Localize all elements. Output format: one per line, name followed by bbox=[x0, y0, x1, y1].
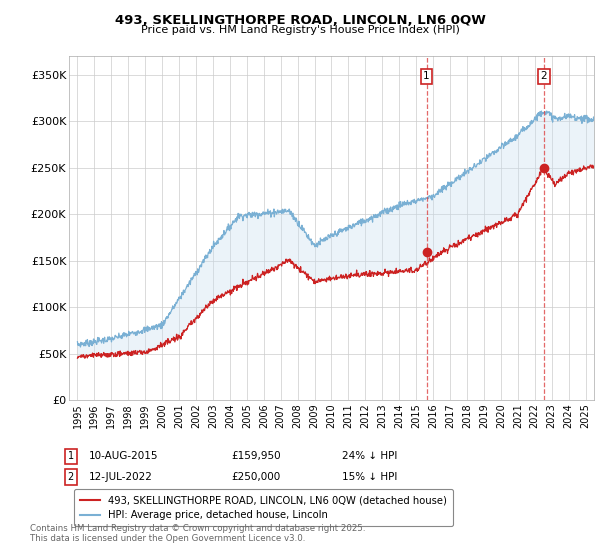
Text: 10-AUG-2015: 10-AUG-2015 bbox=[89, 451, 158, 461]
Text: 2: 2 bbox=[68, 472, 74, 482]
Text: 24% ↓ HPI: 24% ↓ HPI bbox=[342, 451, 397, 461]
Text: 493, SKELLINGTHORPE ROAD, LINCOLN, LN6 0QW: 493, SKELLINGTHORPE ROAD, LINCOLN, LN6 0… bbox=[115, 14, 485, 27]
Text: 1: 1 bbox=[68, 451, 74, 461]
Text: Contains HM Land Registry data © Crown copyright and database right 2025.
This d: Contains HM Land Registry data © Crown c… bbox=[30, 524, 365, 543]
Text: 1: 1 bbox=[423, 72, 430, 81]
Text: £159,950: £159,950 bbox=[231, 451, 281, 461]
Text: 2: 2 bbox=[541, 72, 547, 81]
Legend: 493, SKELLINGTHORPE ROAD, LINCOLN, LN6 0QW (detached house), HPI: Average price,: 493, SKELLINGTHORPE ROAD, LINCOLN, LN6 0… bbox=[74, 489, 453, 526]
Text: 15% ↓ HPI: 15% ↓ HPI bbox=[342, 472, 397, 482]
Text: £250,000: £250,000 bbox=[231, 472, 280, 482]
Text: 12-JUL-2022: 12-JUL-2022 bbox=[89, 472, 152, 482]
Text: Price paid vs. HM Land Registry's House Price Index (HPI): Price paid vs. HM Land Registry's House … bbox=[140, 25, 460, 35]
